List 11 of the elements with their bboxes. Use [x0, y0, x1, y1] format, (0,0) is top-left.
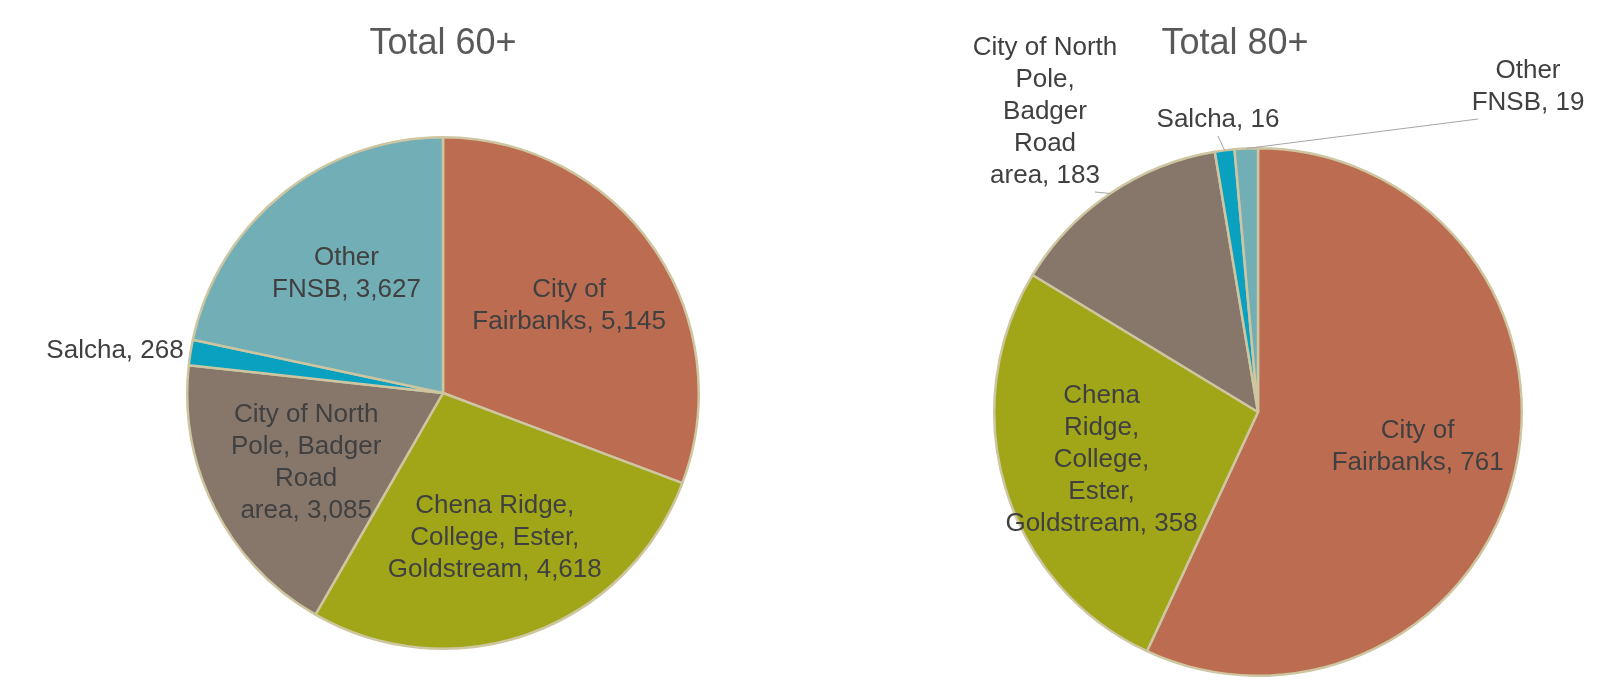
slice-label: City of North Pole, Badger Road area, 3,085 [231, 397, 382, 524]
slice-label: City of Fairbanks, 5,145 [472, 272, 667, 335]
slice-label: Salcha, 16 [1156, 103, 1280, 134]
slice-label: City of North Pole, Badger Road area, 183 [972, 31, 1118, 190]
slice-label: City of Fairbanks, 761 [1331, 414, 1504, 477]
chart-title: Total 60+ [369, 20, 517, 62]
slice-label: Salcha, 268 [46, 334, 184, 365]
chart-title: Total 80+ [1161, 20, 1309, 62]
slice-label: Chena Ridge, College, Ester, Goldstream, 4,618 [387, 488, 602, 583]
slice-label: Other FNSB, 3,627 [272, 240, 421, 303]
slice-label: Other FNSB, 19 [1471, 54, 1585, 117]
